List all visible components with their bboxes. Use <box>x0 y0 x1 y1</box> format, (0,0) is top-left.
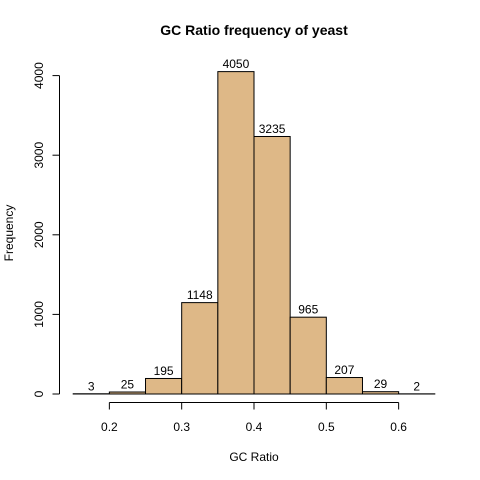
bar-value-label: 29 <box>374 377 388 391</box>
bar-value-label: 965 <box>298 303 318 317</box>
bar-value-label: 1148 <box>187 288 213 302</box>
bar-value-label: 207 <box>334 363 354 377</box>
x-tick-label: 0.2 <box>101 420 118 434</box>
x-tick-label: 0.5 <box>318 420 335 434</box>
bar-value-label: 195 <box>154 364 174 378</box>
histogram-bar <box>217 71 255 395</box>
x-axis-label: GC Ratio <box>229 450 279 464</box>
bar-value-label: 3 <box>88 379 95 393</box>
y-axis: 0 1000 2000 3000 4000 <box>32 62 60 397</box>
x-axis: 0.2 0.3 0.4 0.5 0.6 <box>101 402 407 434</box>
chart-title: GC Ratio frequency of yeast <box>160 22 348 38</box>
y-tick-label: 2000 <box>32 221 46 248</box>
bars-group <box>72 71 436 395</box>
y-tick-label: 0 <box>32 390 46 397</box>
x-tick-label: 0.4 <box>246 420 263 434</box>
bar-value-label: 25 <box>121 378 135 392</box>
y-tick-label: 1000 <box>32 301 46 328</box>
histogram-bar <box>289 316 327 395</box>
y-tick-label: 4000 <box>32 62 46 89</box>
histogram-bar <box>145 377 183 395</box>
histogram-bar <box>361 391 400 395</box>
histogram-bar <box>253 135 291 395</box>
y-axis-label: Frequency <box>2 205 16 262</box>
histogram-bar <box>181 302 219 395</box>
bar-value-label: 4050 <box>223 57 250 71</box>
y-tick-label: 3000 <box>32 142 46 169</box>
x-tick-label: 0.6 <box>390 420 407 434</box>
histogram-bar <box>108 391 147 395</box>
data-labels-group: 3 25 195 1148 4050 3235 965 207 29 2 <box>88 57 420 393</box>
x-tick-label: 0.3 <box>173 420 190 434</box>
bar-value-label: 3235 <box>259 122 286 136</box>
bar-value-label: 2 <box>413 379 420 393</box>
histogram-bar <box>325 377 363 395</box>
